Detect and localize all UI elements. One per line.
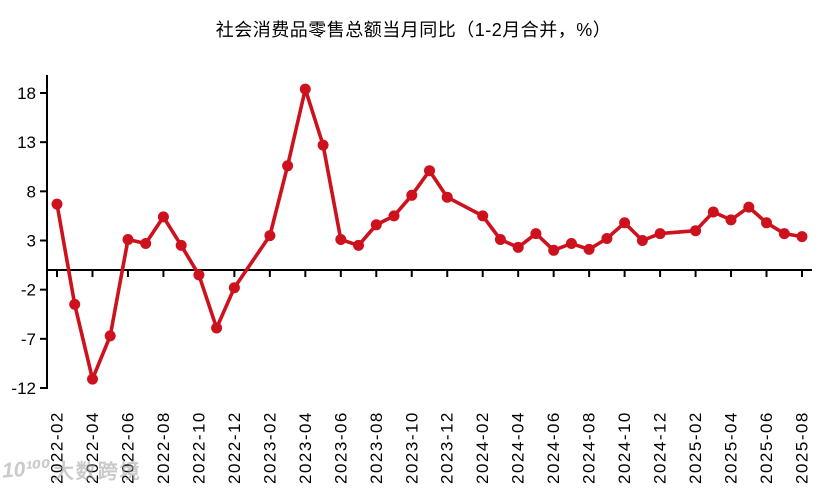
data-point xyxy=(140,238,152,249)
data-point xyxy=(353,239,364,251)
x-tick-label: 2023-02 xyxy=(260,411,279,484)
y-tick-label: -2 xyxy=(21,281,36,300)
data-point xyxy=(512,241,524,253)
x-tick-label: 2022-02 xyxy=(48,411,67,484)
data-point xyxy=(690,225,702,237)
data-point xyxy=(299,83,311,95)
chart-title: 社会消费品零售总额当月同比（1-2月合并，%） xyxy=(215,20,612,40)
data-point xyxy=(796,231,808,243)
data-point xyxy=(335,234,347,245)
data-point xyxy=(477,210,489,222)
data-point xyxy=(636,235,648,246)
x-tick-label: 2025-02 xyxy=(686,411,705,484)
data-point xyxy=(51,198,63,210)
y-tick-label: 18 xyxy=(17,84,36,103)
x-tick-label: 2022-12 xyxy=(225,411,244,484)
series-line xyxy=(55,87,804,381)
x-tick-label: 2023-10 xyxy=(402,411,421,484)
data-point xyxy=(743,201,755,213)
data-point xyxy=(157,211,169,223)
watermark: 10¹⁰⁰ 大数跨境 xyxy=(1,455,142,484)
y-tick-label: -7 xyxy=(21,330,36,349)
data-point xyxy=(193,269,205,281)
x-tick-label: 2023-04 xyxy=(296,411,315,484)
x-tick-label: 2024-06 xyxy=(544,411,563,484)
data-point xyxy=(69,298,81,310)
data-point xyxy=(601,233,613,244)
y-tick-label: 8 xyxy=(27,182,36,201)
x-tick-label: 2022-04 xyxy=(83,411,102,484)
data-point xyxy=(282,160,294,172)
data-point xyxy=(530,228,542,240)
data-point xyxy=(175,239,187,251)
watermark-text: 大数跨境 xyxy=(53,461,142,483)
x-tick-label: 2023-08 xyxy=(367,411,386,484)
data-point xyxy=(654,228,666,240)
x-tick-label: 2024-10 xyxy=(615,411,634,484)
x-tick-label: 2024-08 xyxy=(580,411,599,484)
data-point xyxy=(370,219,382,231)
data-point xyxy=(264,230,276,242)
data-point xyxy=(494,234,506,245)
y-tick-label: -12 xyxy=(11,379,36,398)
data-point xyxy=(228,282,240,294)
x-tick-label: 2023-12 xyxy=(438,411,457,484)
x-tick-label: 2024-04 xyxy=(509,411,528,484)
x-tick-label: 2024-12 xyxy=(651,411,670,484)
watermark-logo-icon: 10¹⁰⁰ xyxy=(1,456,52,483)
x-tick-label: 2022-08 xyxy=(154,411,173,484)
data-point xyxy=(122,234,134,245)
data-point xyxy=(406,189,418,201)
data-point xyxy=(317,139,329,151)
x-tick-label: 2025-04 xyxy=(722,411,741,484)
data-point xyxy=(619,217,631,229)
x-tick-label: 2025-06 xyxy=(757,411,776,484)
x-tick-label: 2022-06 xyxy=(118,411,137,484)
x-tick-label: 2022-10 xyxy=(189,411,208,484)
data-point xyxy=(104,330,116,342)
data-point xyxy=(583,243,595,255)
x-tick-label: 2025-08 xyxy=(792,411,811,484)
data-point xyxy=(565,238,577,249)
data-point xyxy=(211,322,223,334)
data-point xyxy=(725,214,737,226)
data-point xyxy=(548,244,560,256)
data-point xyxy=(441,191,453,203)
data-point xyxy=(761,217,772,229)
data-point xyxy=(424,165,435,177)
x-tick-label: 2024-02 xyxy=(473,411,492,484)
data-point xyxy=(778,228,790,240)
data-point xyxy=(707,206,719,218)
data-point xyxy=(87,373,98,385)
x-tick-label: 2023-06 xyxy=(331,411,350,484)
y-tick-label: 3 xyxy=(27,232,36,251)
data-point xyxy=(388,210,400,222)
y-tick-label: 13 xyxy=(17,133,36,152)
